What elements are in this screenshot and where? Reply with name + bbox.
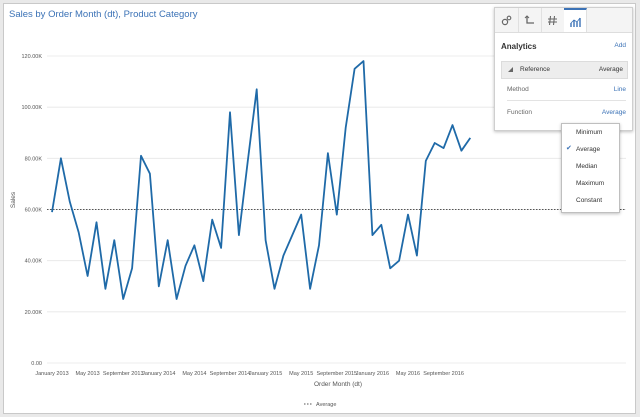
reference-label: Reference <box>520 66 550 73</box>
panel-tabs <box>495 8 632 33</box>
x-axis-title: Order Month (dt) <box>314 381 362 388</box>
x-tick-label: September 2013 <box>103 371 144 377</box>
dropdown-option-median[interactable]: Median <box>562 159 619 175</box>
y-tick-label: 80.00K <box>25 156 43 162</box>
x-tick-label: May 2016 <box>396 371 420 377</box>
x-tick-label: January 2014 <box>142 371 175 377</box>
x-tick-label: September 2015 <box>316 371 357 377</box>
checkmark-icon: ✔ <box>566 145 572 152</box>
dropdown-option-average[interactable]: ✔ Average <box>562 142 619 158</box>
x-tick-label: January 2013 <box>35 371 68 377</box>
tab-axis[interactable] <box>518 8 542 32</box>
y-tick-label: 40.00K <box>25 259 43 265</box>
add-analytics-link[interactable]: Add <box>614 42 626 49</box>
y-tick-label: 100.00K <box>22 105 43 111</box>
dropdown-option-constant[interactable]: Constant <box>562 193 619 209</box>
option-label: Minimum <box>576 129 603 136</box>
x-tick-label: January 2016 <box>356 371 389 377</box>
reference-value: Average <box>598 66 623 73</box>
y-tick-label: 120.00K <box>22 54 43 60</box>
axis-icon <box>524 15 534 24</box>
analytics-heading: Analytics <box>501 42 537 51</box>
analytics-icon <box>570 17 581 27</box>
x-tick-label: May 2015 <box>289 371 313 377</box>
hash-icon <box>548 15 557 26</box>
tab-number-format[interactable] <box>541 8 565 32</box>
option-label: Constant <box>576 197 603 204</box>
dropdown-option-maximum[interactable]: Maximum <box>562 176 619 192</box>
x-tick-label: May 2013 <box>76 371 100 377</box>
option-label: Average <box>576 146 601 153</box>
option-label: Maximum <box>576 180 605 187</box>
y-tick-label: 60.00K <box>25 208 43 214</box>
x-tick-label: May 2014 <box>182 371 206 377</box>
reference-row[interactable]: Reference Average <box>501 61 628 79</box>
function-dropdown: Minimum ✔ Average Median Maximum Constant <box>561 123 620 213</box>
dropdown-option-minimum[interactable]: Minimum <box>562 125 619 141</box>
series-line <box>51 60 472 300</box>
gear-icon <box>501 15 512 26</box>
analytics-panel: Analytics Add Reference Average Method L… <box>494 7 633 131</box>
y-axis-title: Sales <box>10 191 17 208</box>
divider <box>507 100 626 101</box>
chart-title: Sales by Order Month (dt), Product Categ… <box>9 9 198 20</box>
function-label: Function <box>507 109 532 116</box>
x-tick-label: September 2016 <box>423 371 464 377</box>
option-label: Median <box>576 163 598 170</box>
legend-label: Average <box>316 402 336 408</box>
method-label: Method <box>507 86 529 93</box>
tab-analytics[interactable] <box>564 8 587 32</box>
collapse-triangle-icon[interactable] <box>507 66 514 73</box>
tab-general[interactable] <box>495 8 519 32</box>
function-value[interactable]: Average <box>601 109 626 116</box>
y-tick-label: 20.00K <box>25 310 43 316</box>
x-tick-label: September 2014 <box>210 371 251 377</box>
x-tick-label: January 2015 <box>249 371 282 377</box>
legend: Average <box>304 402 336 408</box>
y-tick-label: 0.00 <box>31 361 42 367</box>
method-value[interactable]: Line <box>613 86 626 93</box>
